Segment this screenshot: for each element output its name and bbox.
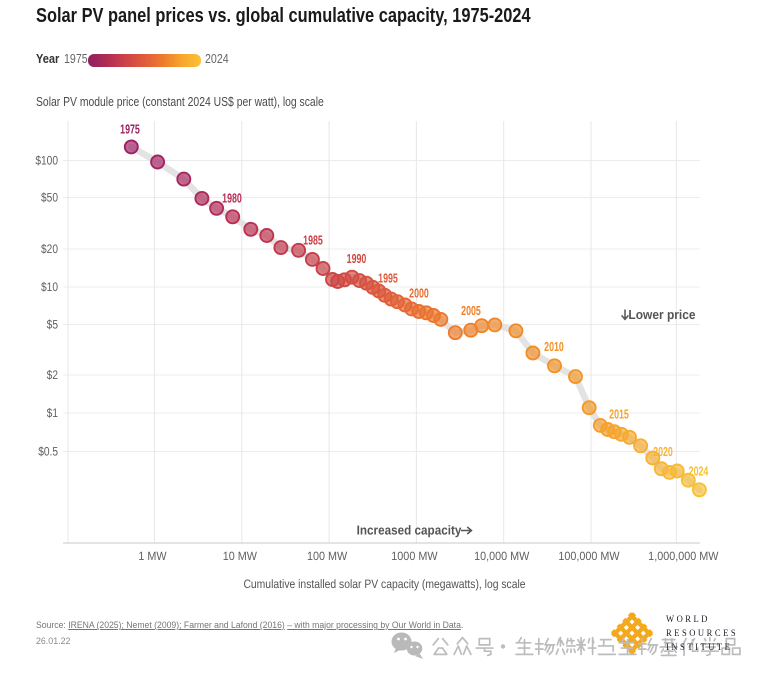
svg-text:$0.5: $0.5 — [38, 445, 58, 459]
svg-text:100 MW: 100 MW — [307, 549, 348, 563]
svg-text:1995: 1995 — [378, 271, 398, 286]
svg-text:1980: 1980 — [222, 191, 242, 206]
svg-text:10 MW: 10 MW — [223, 549, 258, 563]
svg-text:1 MW: 1 MW — [138, 549, 167, 563]
svg-text:$100: $100 — [35, 154, 58, 168]
svg-text:Lower price: Lower price — [628, 307, 695, 322]
svg-text:2010: 2010 — [544, 339, 564, 354]
svg-text:2000: 2000 — [409, 286, 429, 301]
svg-text:10,000 MW: 10,000 MW — [474, 549, 530, 563]
svg-text:$5: $5 — [47, 318, 58, 332]
svg-text:2024: 2024 — [689, 464, 709, 479]
svg-text:1975: 1975 — [120, 122, 140, 137]
svg-text:$1: $1 — [47, 406, 58, 420]
svg-text:2015: 2015 — [609, 407, 629, 422]
svg-text:1985: 1985 — [303, 233, 323, 248]
svg-text:$10: $10 — [41, 280, 58, 294]
svg-text:Increased capacity: Increased capacity — [357, 523, 462, 538]
svg-text:2020: 2020 — [653, 444, 673, 459]
svg-text:$50: $50 — [41, 191, 58, 205]
svg-text:1,000,000 MW: 1,000,000 MW — [648, 549, 719, 563]
svg-text:$20: $20 — [41, 242, 58, 256]
svg-text:1000 MW: 1000 MW — [391, 549, 438, 563]
svg-text:1990: 1990 — [347, 251, 367, 266]
svg-text:$2: $2 — [47, 368, 58, 382]
svg-text:Cumulative installed solar PV: Cumulative installed solar PV capacity (… — [243, 577, 525, 591]
svg-text:100,000 MW: 100,000 MW — [558, 549, 620, 563]
svg-text:2005: 2005 — [461, 303, 481, 318]
